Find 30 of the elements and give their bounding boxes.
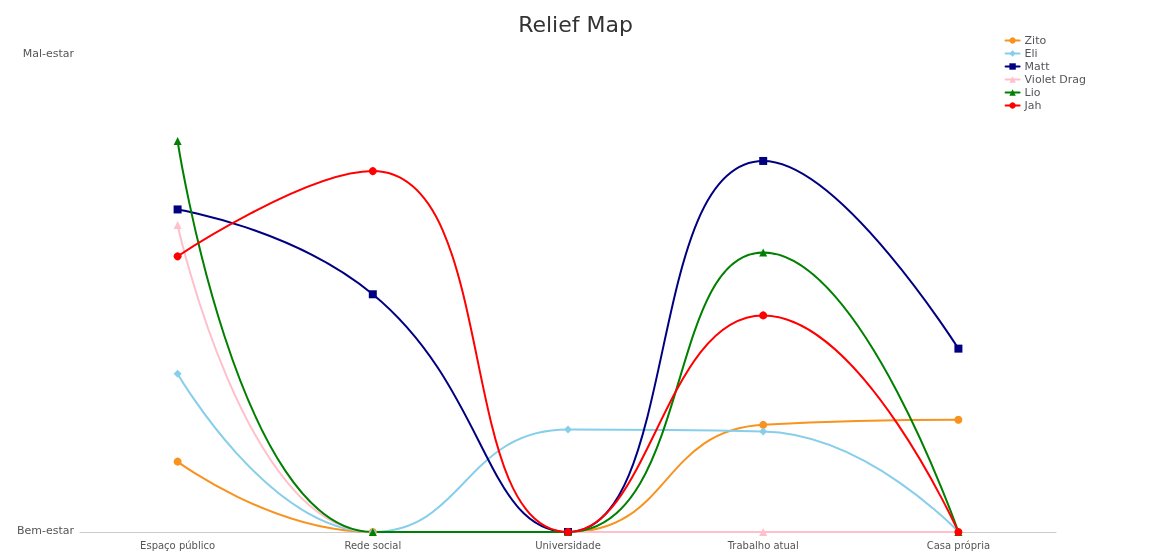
- x-tick-label: Casa própria: [926, 539, 991, 551]
- point: [954, 344, 963, 353]
- legend-label: Matt: [1024, 60, 1051, 73]
- point: [759, 528, 768, 536]
- text: Bem-estar: [16, 524, 75, 537]
- point: [954, 415, 963, 424]
- point: [173, 205, 182, 214]
- point: [759, 311, 768, 320]
- point: [759, 156, 768, 165]
- legend-label: Eli: [1024, 47, 1038, 60]
- point: [564, 425, 572, 434]
- point: [173, 137, 182, 146]
- legend-label: Jah: [1023, 99, 1042, 112]
- point: [368, 290, 377, 299]
- point: [173, 369, 182, 378]
- point: [759, 427, 768, 436]
- chart-title: Relief Map: [518, 11, 633, 37]
- legend-label: Lio: [1024, 86, 1041, 99]
- x-tick-label: Rede social: [344, 539, 402, 551]
- legend-label: Zito: [1024, 34, 1047, 47]
- point: [173, 221, 182, 230]
- text: Mal-estar: [22, 47, 75, 60]
- x-tick-label: Universidade: [535, 539, 601, 551]
- legend-label: Violet Drag: [1024, 73, 1086, 86]
- point: [173, 457, 182, 466]
- x-tick-label: Trabalho atual: [726, 539, 799, 551]
- point: [759, 420, 768, 429]
- x-tick-label: Espaço público: [140, 539, 216, 551]
- point: [368, 167, 377, 176]
- point: [173, 252, 182, 261]
